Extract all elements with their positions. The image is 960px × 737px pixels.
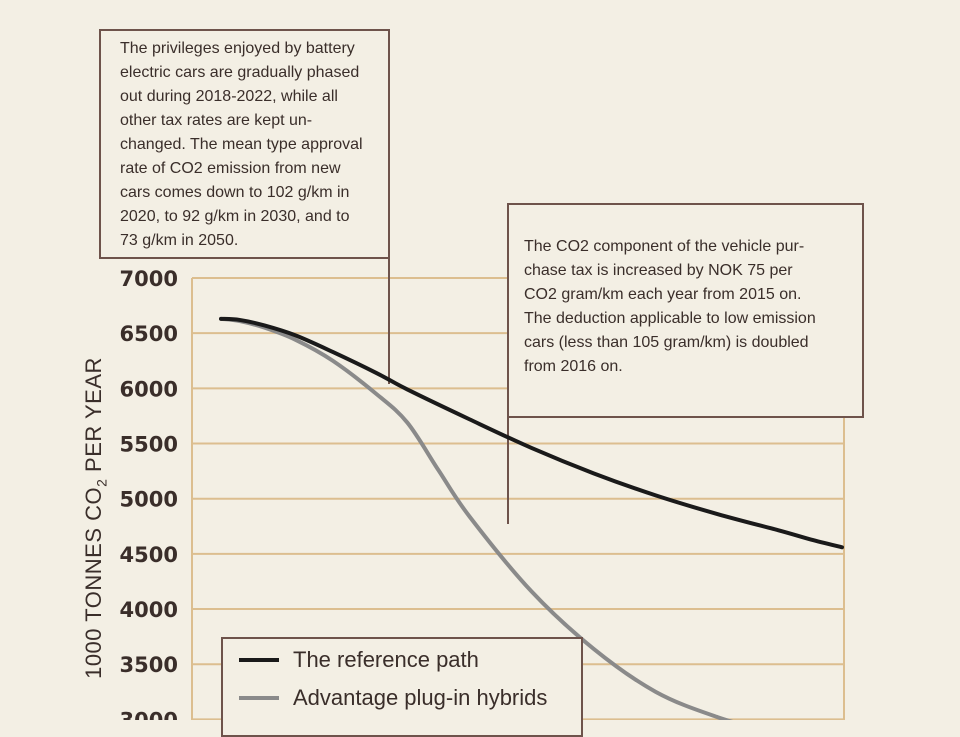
- series-lines: [219, 316, 844, 720]
- y-axis-ticks: 7000 6500 6000 5500 5000 4500 4000 3500 3000: [120, 267, 178, 720]
- legend: The reference path Advantage plug-in hyb…: [221, 637, 583, 737]
- legend-label-reference-path: The reference path: [293, 647, 479, 672]
- annotation-1-line: 73 g/km in 2050.: [120, 232, 239, 249]
- y-tick-label: 6000: [120, 377, 178, 401]
- annotation-2-line: The CO2 component of the vehicle pur-: [524, 238, 805, 255]
- annotation-1-line: rate of CO2 emission from new: [120, 160, 341, 177]
- y-tick-label: 5000: [120, 488, 178, 512]
- y-tick-label: 6500: [120, 322, 178, 346]
- y-axis-label-subscript: 2: [93, 478, 110, 487]
- y-tick-label: 4000: [120, 598, 178, 622]
- annotation-1-line: cars comes down to 102 g/km in: [120, 184, 350, 201]
- y-tick-label: 5500: [120, 433, 178, 457]
- annotation-2-line: CO2 gram/km each year from 2015 on.: [524, 286, 802, 303]
- annotation-box-purchase-tax: The CO2 component of the vehicle pur-cha…: [507, 203, 864, 418]
- annotation-2-line: The deduction applicable to low emission: [524, 310, 816, 327]
- annotation-1-line: changed. The mean type approval: [120, 136, 363, 153]
- y-tick-label: 3000: [120, 708, 178, 720]
- annotation-1-line: electric cars are gradually phased: [120, 64, 360, 81]
- y-tick-label: 7000: [120, 267, 178, 291]
- legend-item-plug-in-hybrids: Advantage plug-in hybrids: [239, 685, 547, 711]
- y-axis-label-main: 1000 TONNES CO: [81, 486, 106, 679]
- annotation-box-phaseout: The privileges enjoyed by battery electri…: [99, 29, 390, 259]
- legend-item-reference-path: The reference path: [239, 647, 479, 673]
- annotation-2-line: cars (less than 105 gram/km) is doubled: [524, 334, 809, 351]
- legend-swatch-plug-in-hybrids: [239, 696, 279, 700]
- series-line-plug-in-hybrids: [219, 316, 734, 720]
- annotation-2-line: from 2016 on.: [524, 358, 623, 375]
- y-axis-label: 1000 TONNES CO2 PER YEAR: [81, 318, 109, 718]
- annotation-1-line: The privileges enjoyed by battery: [120, 40, 355, 57]
- y-tick-label: 3500: [120, 653, 178, 677]
- annotation-1-line: 2020, to 92 g/km in 2030, and to: [120, 208, 350, 225]
- y-axis-label-tail: PER YEAR: [81, 357, 106, 479]
- series-line-reference-path: [219, 316, 844, 550]
- y-tick-label: 4500: [120, 543, 178, 567]
- annotation-1-line: other tax rates are kept un-: [120, 112, 313, 129]
- legend-swatch-reference-path: [239, 658, 279, 662]
- annotation-2-line: chase tax is increased by NOK 75 per: [524, 262, 793, 279]
- legend-label-plug-in-hybrids: Advantage plug-in hybrids: [293, 685, 548, 710]
- annotation-1-line: out during 2018-2022, while all: [120, 88, 338, 105]
